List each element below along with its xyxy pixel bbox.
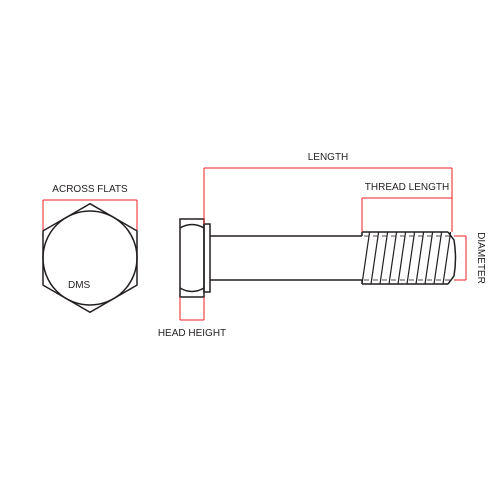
bolt-side-view: [180, 219, 456, 297]
label-across-flats: ACROSS FLATS: [52, 184, 128, 195]
label-head-height: HEAD HEIGHT: [158, 328, 226, 339]
bolt-thread: [362, 232, 456, 284]
bolt-head: [180, 219, 204, 297]
bolt-washer-face: [204, 224, 210, 292]
label-dms: DMS: [68, 280, 91, 291]
bolt-diagram: ACROSS FLATS DMS: [0, 0, 500, 500]
label-thread-length: THREAD LENGTH: [365, 182, 449, 193]
dim-head-height: HEAD HEIGHT: [158, 297, 226, 339]
dim-thread-length: THREAD LENGTH: [362, 182, 452, 232]
label-diameter: DIAMETER: [475, 232, 486, 284]
label-length: LENGTH: [308, 152, 349, 163]
hex-head-front-view: ACROSS FLATS DMS: [43, 184, 137, 312]
dim-diameter: DIAMETER: [454, 232, 486, 284]
